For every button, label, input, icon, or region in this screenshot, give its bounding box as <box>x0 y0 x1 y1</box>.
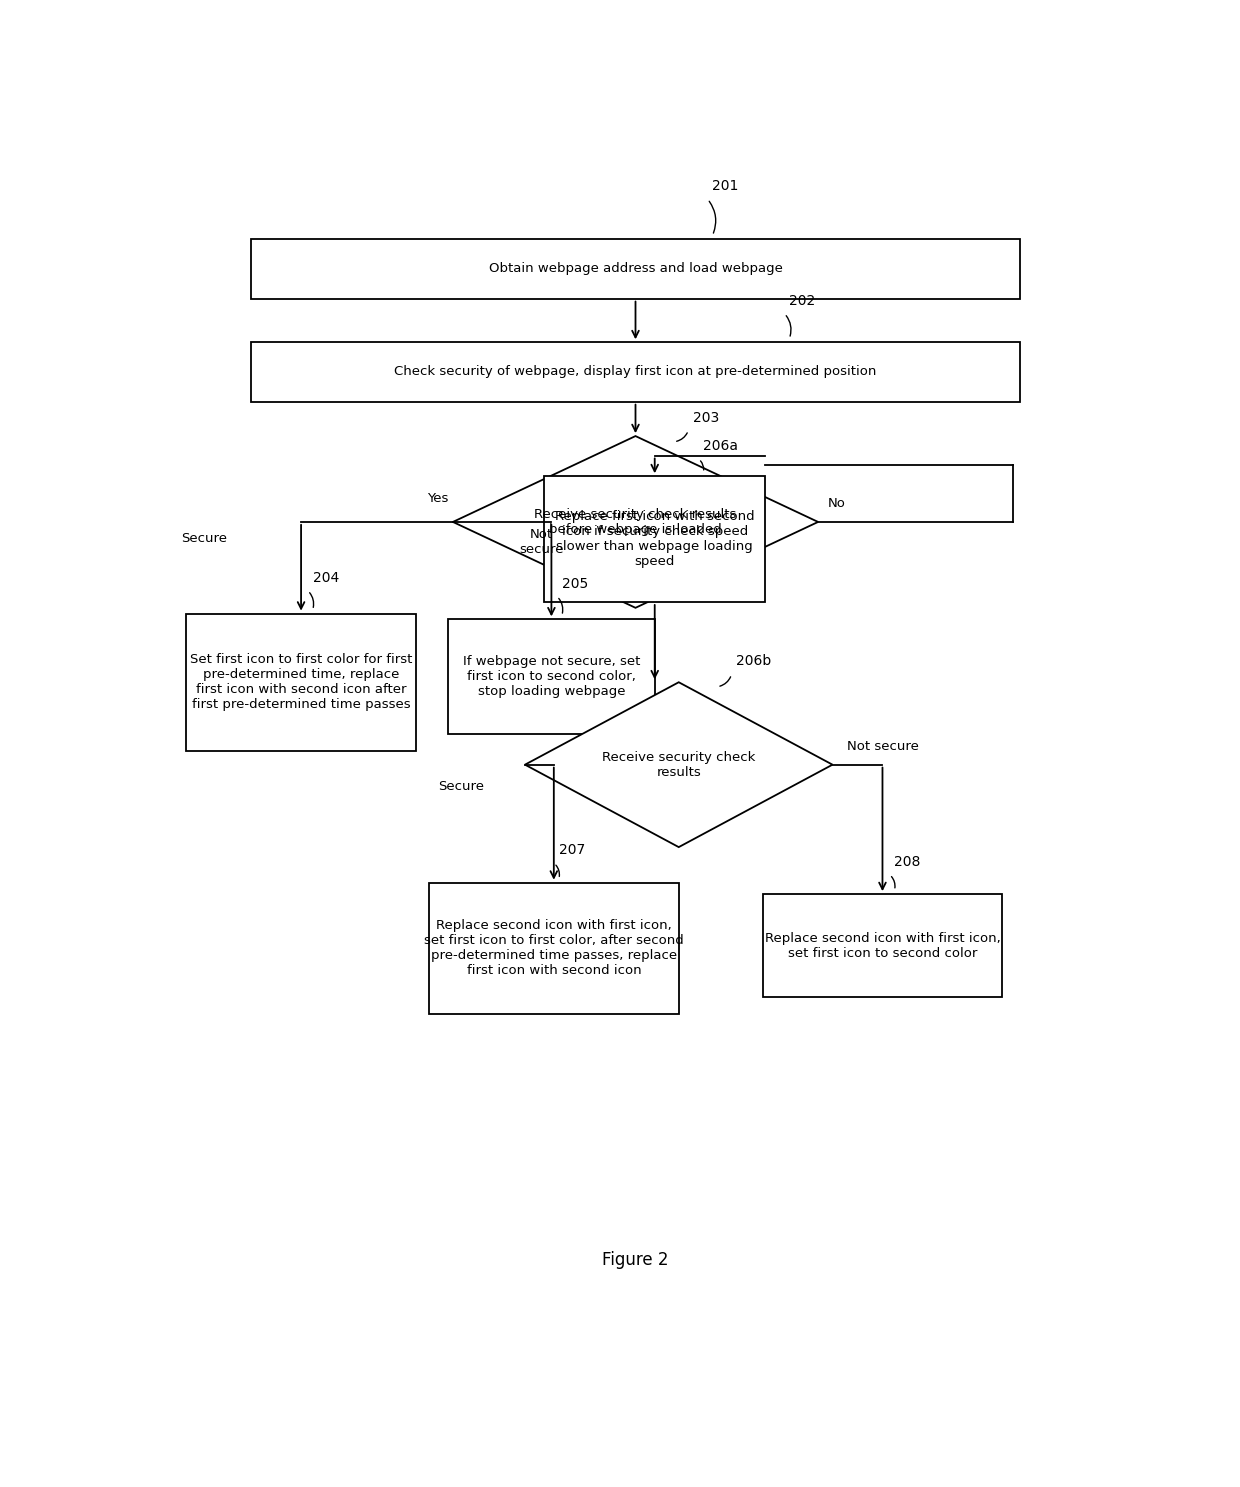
Bar <box>186 614 417 751</box>
Text: Figure 2: Figure 2 <box>603 1252 668 1270</box>
Text: Yes: Yes <box>427 492 448 504</box>
Bar <box>448 619 655 733</box>
Text: Obtain webpage address and load webpage: Obtain webpage address and load webpage <box>489 262 782 275</box>
Text: No: No <box>828 498 846 510</box>
Text: Replace second icon with first icon,
set first icon to first color, after second: Replace second icon with first icon, set… <box>424 919 683 977</box>
Text: 205: 205 <box>562 577 588 590</box>
Text: 208: 208 <box>894 855 921 868</box>
Text: 203: 203 <box>693 410 719 425</box>
Text: 206a: 206a <box>703 439 738 454</box>
Bar <box>764 894 1002 998</box>
Text: Secure: Secure <box>439 781 485 793</box>
Text: Receive security check results
before webpage is loaded: Receive security check results before we… <box>534 509 737 535</box>
Bar <box>544 476 765 602</box>
Text: Receive security check
results: Receive security check results <box>603 751 755 779</box>
Text: Not
secure: Not secure <box>518 528 563 556</box>
Bar <box>429 883 678 1014</box>
Text: Set first icon to first color for first
pre-determined time, replace
first icon : Set first icon to first color for first … <box>190 653 412 711</box>
Text: 201: 201 <box>712 180 739 193</box>
Text: Not secure: Not secure <box>847 741 919 754</box>
Polygon shape <box>453 436 818 608</box>
Text: 204: 204 <box>312 571 339 584</box>
Text: 207: 207 <box>559 843 585 858</box>
Text: If webpage not secure, set
first icon to second color,
stop loading webpage: If webpage not secure, set first icon to… <box>463 654 640 697</box>
Text: 202: 202 <box>789 294 816 308</box>
Text: Replace first icon with second
icon if security check speed
slower than webpage : Replace first icon with second icon if s… <box>556 510 754 568</box>
Text: 206b: 206b <box>737 654 771 669</box>
Bar <box>250 239 1021 299</box>
Bar <box>250 342 1021 401</box>
Text: Replace second icon with first icon,
set first icon to second color: Replace second icon with first icon, set… <box>765 931 1001 959</box>
Text: Secure: Secure <box>181 532 227 544</box>
Polygon shape <box>525 683 832 848</box>
Text: Check security of webpage, display first icon at pre-determined position: Check security of webpage, display first… <box>394 366 877 379</box>
